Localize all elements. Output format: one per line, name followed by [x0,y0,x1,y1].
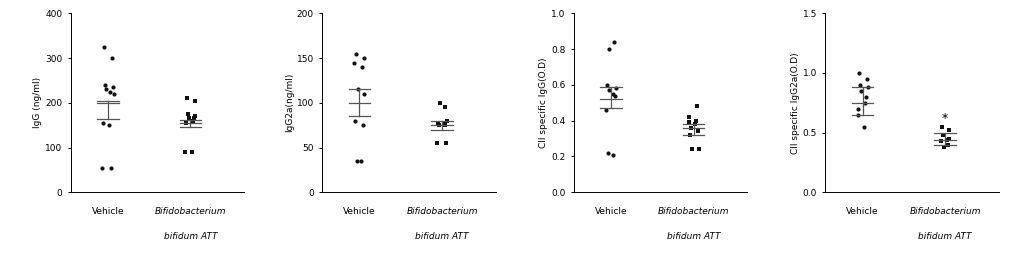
Point [598,83,614,87]
Point [187,99,203,103]
Text: Vehicle: Vehicle [847,207,879,215]
Point [852,83,868,87]
Point [934,133,950,137]
Point [188,114,204,118]
Point [859,77,875,81]
Point [857,124,873,129]
Point [98,87,114,92]
Point [178,150,194,154]
Point [607,86,624,91]
Point [355,56,371,60]
Point [349,159,365,163]
Point [436,121,452,125]
Point [933,124,949,129]
Point [601,88,618,92]
Point [101,123,117,127]
Point [606,40,623,44]
Text: Bifidobacterium: Bifidobacterium [909,207,981,215]
Text: Vehicle: Vehicle [343,207,375,215]
Point [432,101,448,105]
Point [106,92,122,96]
Point [681,115,697,119]
Point [690,129,706,134]
Text: bifidum ATT: bifidum ATT [918,231,972,241]
Text: bifidum ATT: bifidum ATT [163,231,217,241]
Point [935,145,951,149]
Point [103,166,119,170]
Text: Bifidobacterium: Bifidobacterium [658,207,730,215]
Point [431,123,447,127]
Point [439,119,455,123]
Point [689,104,705,108]
Point [853,89,869,93]
Point [860,85,876,89]
Point [97,83,113,87]
Point [95,121,111,125]
Text: Vehicle: Vehicle [594,207,628,215]
Point [600,47,616,51]
Point [96,45,112,49]
Text: Bifidobacterium: Bifidobacterium [407,207,478,215]
Point [684,147,700,151]
Point [350,87,366,92]
Point [687,122,703,126]
Point [346,60,362,65]
Point [933,139,949,143]
Y-axis label: IgG (ng/ml): IgG (ng/ml) [33,77,42,128]
Point [607,93,624,98]
Point [429,141,445,145]
Point [186,116,202,121]
Point [184,150,200,154]
Point [941,128,958,132]
Y-axis label: CII specific IgG(O.D): CII specific IgG(O.D) [540,58,548,148]
Point [682,133,698,137]
Point [353,159,369,163]
Point [850,113,866,117]
Text: bifidum ATT: bifidum ATT [416,231,469,241]
Point [852,71,868,75]
Point [858,95,874,99]
Point [940,136,957,141]
Point [683,126,699,130]
Point [185,119,201,123]
Text: bifidum ATT: bifidum ATT [667,231,720,241]
Point [604,152,621,157]
Point [102,89,118,94]
Point [605,92,622,96]
Point [94,166,110,170]
Point [180,112,196,116]
Point [681,120,697,125]
Point [179,121,195,125]
Point [939,142,956,147]
Point [437,105,453,109]
Y-axis label: CII specific IgG2a(O.D): CII specific IgG2a(O.D) [791,52,800,154]
Point [437,123,453,127]
Point [179,96,195,100]
Y-axis label: IgG2a(ng/ml): IgG2a(ng/ml) [285,73,294,132]
Text: *: * [942,112,948,125]
Point [598,108,614,112]
Point [430,121,446,125]
Text: Bifidobacterium: Bifidobacterium [154,207,226,215]
Point [104,56,120,60]
Point [688,119,704,123]
Point [857,101,873,105]
Point [438,141,454,145]
Point [348,52,364,56]
Point [181,116,197,121]
Point [354,65,370,69]
Point [938,138,955,142]
Point [347,119,363,123]
Point [690,147,706,151]
Point [354,123,370,127]
Point [105,85,121,89]
Point [851,107,867,111]
Point [599,151,615,155]
Text: Vehicle: Vehicle [92,207,124,215]
Point [356,92,372,96]
